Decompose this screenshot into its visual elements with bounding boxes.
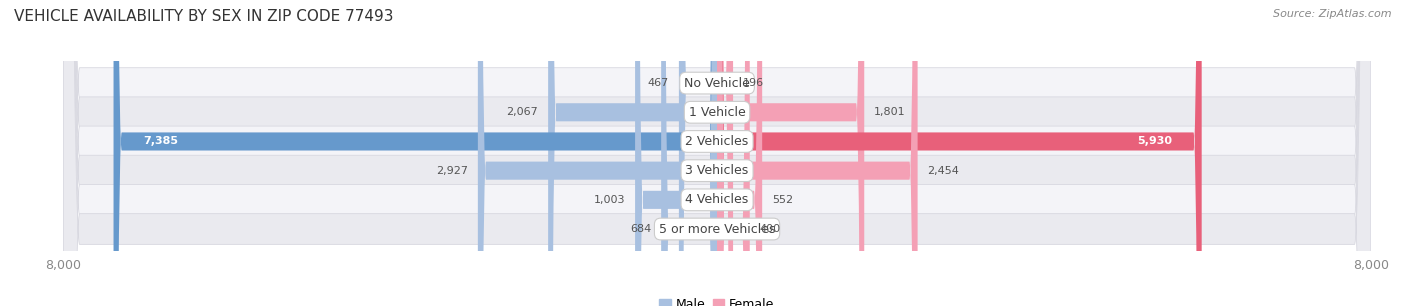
FancyBboxPatch shape: [717, 0, 749, 306]
FancyBboxPatch shape: [63, 0, 1371, 306]
Text: 2,067: 2,067: [506, 107, 538, 117]
FancyBboxPatch shape: [717, 0, 1202, 306]
Text: 7,385: 7,385: [143, 136, 179, 147]
FancyBboxPatch shape: [63, 0, 1371, 306]
Text: 1 Vehicle: 1 Vehicle: [689, 106, 745, 119]
Text: No Vehicle: No Vehicle: [685, 76, 749, 90]
Text: Source: ZipAtlas.com: Source: ZipAtlas.com: [1274, 9, 1392, 19]
Text: 1,801: 1,801: [875, 107, 905, 117]
Text: 3 Vehicles: 3 Vehicles: [686, 164, 748, 177]
Legend: Male, Female: Male, Female: [659, 298, 775, 306]
FancyBboxPatch shape: [661, 0, 717, 306]
FancyBboxPatch shape: [114, 0, 717, 306]
FancyBboxPatch shape: [63, 0, 1371, 306]
Text: 2 Vehicles: 2 Vehicles: [686, 135, 748, 148]
FancyBboxPatch shape: [717, 0, 918, 306]
Text: 5 or more Vehicles: 5 or more Vehicles: [659, 222, 775, 236]
FancyBboxPatch shape: [63, 0, 1371, 306]
Text: 2,927: 2,927: [436, 166, 468, 176]
FancyBboxPatch shape: [478, 0, 717, 306]
FancyBboxPatch shape: [63, 0, 1371, 306]
FancyBboxPatch shape: [717, 0, 762, 306]
FancyBboxPatch shape: [636, 0, 717, 306]
Text: 467: 467: [648, 78, 669, 88]
Text: 4 Vehicles: 4 Vehicles: [686, 193, 748, 206]
Text: 1,003: 1,003: [593, 195, 626, 205]
Text: 552: 552: [772, 195, 793, 205]
Text: 2,454: 2,454: [928, 166, 959, 176]
Text: 400: 400: [759, 224, 780, 234]
Text: VEHICLE AVAILABILITY BY SEX IN ZIP CODE 77493: VEHICLE AVAILABILITY BY SEX IN ZIP CODE …: [14, 9, 394, 24]
Text: 5,930: 5,930: [1137, 136, 1173, 147]
Text: 684: 684: [630, 224, 651, 234]
Text: 196: 196: [742, 78, 763, 88]
FancyBboxPatch shape: [717, 0, 865, 306]
FancyBboxPatch shape: [717, 0, 733, 306]
FancyBboxPatch shape: [679, 0, 717, 306]
FancyBboxPatch shape: [63, 0, 1371, 306]
FancyBboxPatch shape: [548, 0, 717, 306]
